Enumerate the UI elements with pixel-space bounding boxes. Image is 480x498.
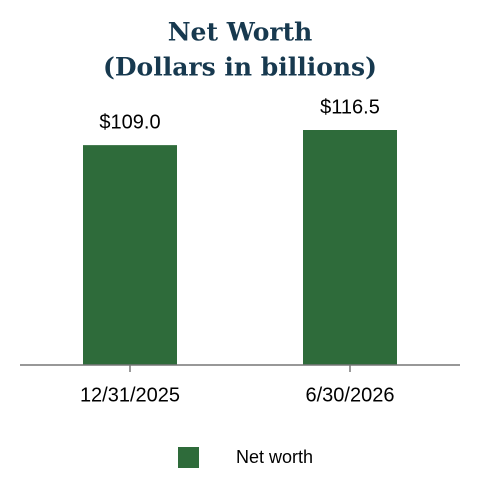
x-tick-label: 6/30/2026 [306,384,395,406]
legend-swatch [178,447,199,468]
bar [303,130,397,365]
bar [83,145,177,365]
value-label: $109.0 [99,111,160,133]
legend-label: Net worth [236,447,313,467]
value-label: $116.5 [320,96,380,118]
x-tick-label: 12/31/2025 [80,384,180,406]
chart-title: Net Worth [168,18,313,47]
chart-subtitle: (Dollars in billions) [103,53,377,82]
